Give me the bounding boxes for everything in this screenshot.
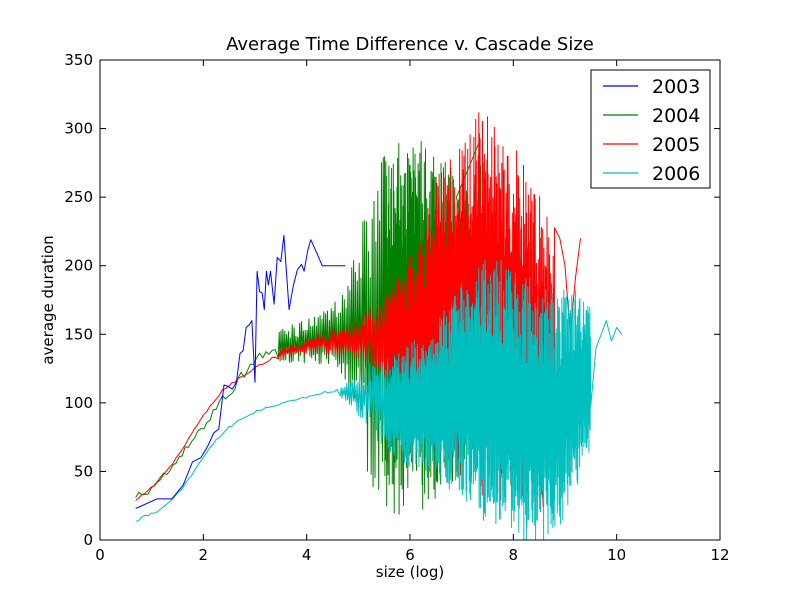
x-tick-label: 8 [509, 546, 519, 564]
y-tick-label: 350 [64, 51, 93, 69]
y-tick-label: 150 [64, 325, 93, 343]
x-tick-label: 0 [95, 546, 105, 564]
x-tick-label: 4 [302, 546, 312, 564]
x-tick-label: 12 [710, 546, 729, 564]
x-tick-label: 6 [405, 546, 415, 564]
series-layer [135, 112, 623, 541]
series-2006 [135, 259, 623, 541]
y-tick-label: 50 [74, 462, 93, 480]
x-tick-label: 10 [607, 546, 626, 564]
series-2003 [135, 235, 346, 509]
series-2005 [135, 112, 581, 510]
y-tick-label: 250 [64, 188, 93, 206]
legend-label-2004: 2004 [652, 105, 700, 127]
legend-label-2006: 2006 [652, 163, 700, 185]
legend: 2003 2004 2005 2006 [590, 69, 711, 189]
y-tick-label: 0 [83, 531, 93, 549]
legend-label-2003: 2003 [652, 76, 700, 98]
legend-label-2005: 2005 [652, 134, 700, 156]
y-axis-title: average duration [39, 235, 57, 364]
x-axis-title: size (log) [376, 563, 444, 581]
y-tick-label: 300 [64, 120, 93, 138]
series-line-2005 [135, 112, 581, 510]
series-line-2003 [135, 235, 346, 509]
legend-box [590, 69, 711, 189]
y-tick-label: 200 [64, 257, 93, 275]
series-line-2006 [135, 259, 623, 541]
x-axis: 0 2 4 6 8 10 12 [95, 60, 730, 564]
chart-title: Average Time Difference v. Cascade Size [226, 34, 594, 55]
y-axis: 0 50 100 150 200 250 300 350 [64, 51, 720, 549]
y-tick-label: 100 [64, 394, 93, 412]
x-tick-label: 2 [199, 546, 209, 564]
